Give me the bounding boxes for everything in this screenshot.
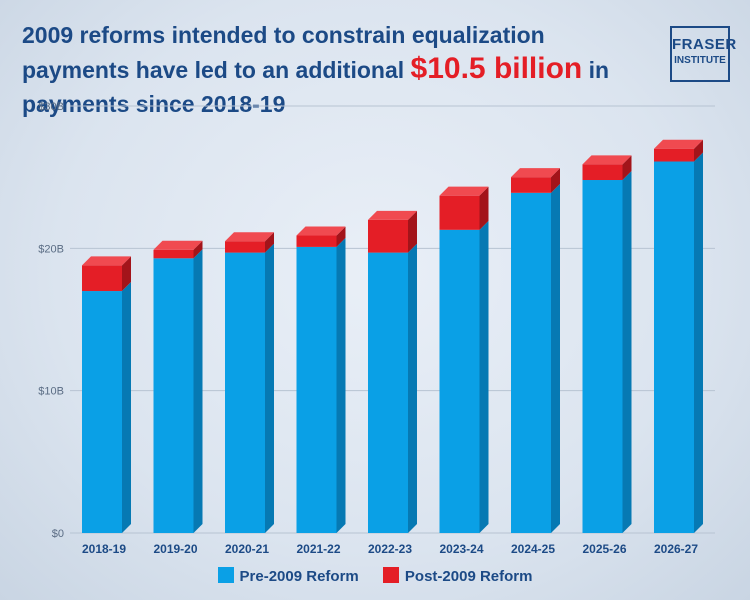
bar-post-2009 — [654, 148, 694, 162]
bar-top — [153, 240, 203, 250]
y-tick-label: $20B — [38, 243, 64, 255]
x-tick-label: 2024-25 — [511, 542, 555, 556]
bar-post-2009 — [82, 265, 122, 292]
bar-pre-2009 — [153, 258, 194, 533]
chart-title: 2009 reforms intended to constrain equal… — [22, 18, 642, 121]
bar-side-post — [193, 240, 203, 259]
title-highlight: $10.5 billion — [410, 52, 583, 85]
bar-pre-2009 — [296, 246, 337, 533]
bar-pre-2009 — [582, 180, 623, 533]
bar-post-2009 — [511, 177, 551, 193]
bar-side-pre — [622, 171, 632, 533]
x-tick-label: 2021-22 — [296, 542, 340, 556]
fraser-institute-logo: FRASER INSTITUTE — [670, 26, 737, 82]
legend-item-post: Post-2009 Reform — [382, 567, 533, 585]
x-tick-label: 2019-20 — [153, 542, 197, 556]
y-tick-label: $10B — [38, 386, 64, 398]
x-tick-label: 2025-26 — [582, 542, 626, 556]
x-tick-label: 2023-24 — [439, 542, 483, 556]
title-part2: in payments since 2018-19 — [22, 57, 610, 117]
bar-top — [296, 226, 346, 236]
bar-pre-2009 — [368, 252, 408, 533]
logo-line1: FRASER — [672, 36, 737, 53]
legend: Pre-2009 Reform Post-2009 Reform — [0, 567, 750, 585]
bar-side-pre — [265, 243, 274, 533]
bar-post-2009 — [439, 195, 480, 230]
bar-pre-2009 — [82, 291, 122, 533]
bar-pre-2009 — [654, 161, 694, 533]
legend-swatch-post — [382, 567, 399, 583]
legend-label-pre: Pre-2009 Reform — [239, 568, 359, 585]
x-tick-label: 2026-27 — [654, 542, 698, 556]
bar-side-post — [479, 186, 489, 230]
bar-top — [439, 186, 489, 196]
bar-top — [511, 168, 560, 178]
y-tick-label: $0 — [52, 528, 64, 540]
bar-top — [582, 155, 632, 165]
bar-side-pre — [408, 243, 417, 533]
bar-post-2009 — [296, 235, 337, 247]
bar-side-pre — [479, 220, 489, 533]
bar-pre-2009 — [511, 192, 551, 533]
bar-top — [225, 232, 274, 242]
x-tick-label: 2020-21 — [225, 542, 269, 556]
bar-pre-2009 — [225, 252, 265, 533]
y-tick-label: $30B — [38, 101, 64, 113]
bar-side-post — [408, 210, 417, 253]
bar-pre-2009 — [439, 229, 480, 533]
title-part1: 2009 reforms intended to constrain equal… — [22, 22, 545, 83]
bar-side-post — [694, 139, 703, 162]
bar-post-2009 — [582, 164, 623, 181]
bar-top — [368, 210, 417, 220]
bar-post-2009 — [153, 249, 194, 259]
legend-swatch-pre — [217, 567, 234, 583]
bar-side-post — [622, 155, 632, 181]
x-tick-label: 2018-19 — [82, 542, 126, 556]
bar-side-pre — [336, 237, 346, 533]
bar-side-pre — [694, 152, 703, 533]
bar-post-2009 — [368, 219, 408, 253]
legend-item-pre: Pre-2009 Reform — [217, 567, 359, 585]
bar-top — [82, 256, 131, 266]
bar-post-2009 — [225, 241, 265, 253]
bar-side-post — [122, 256, 131, 292]
bar-side-pre — [193, 249, 203, 533]
logo-line2: INSTITUTE — [674, 55, 726, 66]
x-tick-label: 2022-23 — [368, 542, 412, 556]
bar-side-pre — [122, 282, 131, 533]
bar-side-post — [336, 226, 346, 247]
bar-top — [654, 139, 703, 149]
bar-side-post — [551, 168, 560, 193]
bar-side-pre — [551, 183, 560, 533]
legend-label-post: Post-2009 Reform — [404, 568, 533, 585]
bar-side-post — [265, 232, 274, 253]
